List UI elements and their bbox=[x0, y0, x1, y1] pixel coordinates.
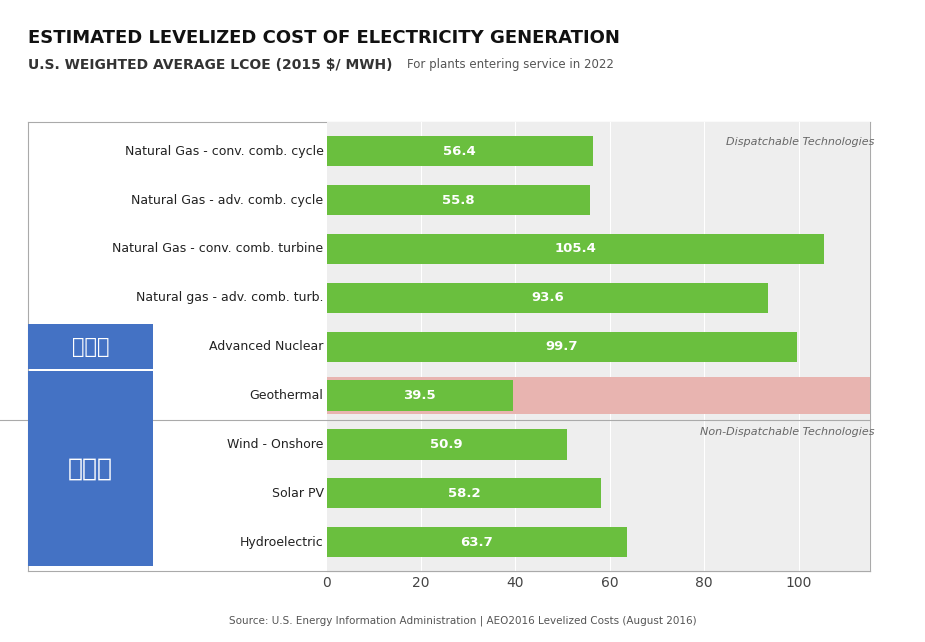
Text: Natural gas - adv. comb. turb.: Natural gas - adv. comb. turb. bbox=[136, 291, 324, 304]
Text: Natural Gas - conv. comb. cycle: Natural Gas - conv. comb. cycle bbox=[125, 145, 324, 158]
Bar bbox=[327, 429, 567, 460]
Bar bbox=[327, 234, 824, 264]
Text: 신재생: 신재생 bbox=[68, 457, 113, 481]
Text: For plants entering service in 2022: For plants entering service in 2022 bbox=[407, 58, 614, 71]
Text: 99.7: 99.7 bbox=[546, 340, 578, 353]
Bar bbox=[327, 478, 601, 508]
Text: 원자력: 원자력 bbox=[72, 336, 109, 357]
Text: Source: U.S. Energy Information Administration | AEO2016 Levelized Costs (August: Source: U.S. Energy Information Administ… bbox=[228, 616, 697, 626]
Bar bbox=[327, 377, 925, 414]
Text: 93.6: 93.6 bbox=[531, 291, 564, 304]
Text: 55.8: 55.8 bbox=[442, 194, 475, 207]
Text: 39.5: 39.5 bbox=[403, 389, 436, 402]
Text: Natural Gas - adv. comb. cycle: Natural Gas - adv. comb. cycle bbox=[131, 194, 324, 207]
Text: Natural Gas - conv. comb. turbine: Natural Gas - conv. comb. turbine bbox=[113, 243, 324, 256]
Text: ESTIMATED LEVELIZED COST OF ELECTRICITY GENERATION: ESTIMATED LEVELIZED COST OF ELECTRICITY … bbox=[28, 29, 620, 47]
Text: Hydroelectric: Hydroelectric bbox=[240, 535, 324, 548]
Bar bbox=[28, 324, 154, 369]
Text: 58.2: 58.2 bbox=[448, 487, 480, 499]
Text: U.S. WEIGHTED AVERAGE LCOE (2015 $/ MWH): U.S. WEIGHTED AVERAGE LCOE (2015 $/ MWH) bbox=[28, 58, 392, 72]
Text: Geothermal: Geothermal bbox=[250, 389, 324, 402]
Text: 105.4: 105.4 bbox=[554, 243, 597, 256]
Text: Wind - Onshore: Wind - Onshore bbox=[228, 438, 324, 451]
Bar bbox=[28, 371, 154, 566]
Bar bbox=[327, 282, 769, 313]
Text: Advanced Nuclear: Advanced Nuclear bbox=[209, 340, 324, 353]
Text: Non-Dispatchable Technologies: Non-Dispatchable Technologies bbox=[699, 428, 874, 437]
Text: Dispatchable Technologies: Dispatchable Technologies bbox=[726, 137, 874, 146]
Bar bbox=[327, 185, 590, 215]
Text: 56.4: 56.4 bbox=[443, 145, 476, 158]
Bar bbox=[327, 380, 513, 411]
Text: 50.9: 50.9 bbox=[430, 438, 463, 451]
Text: Solar PV: Solar PV bbox=[272, 487, 324, 499]
Text: 63.7: 63.7 bbox=[461, 535, 493, 548]
Bar bbox=[327, 136, 593, 166]
Bar bbox=[327, 527, 627, 557]
Bar bbox=[327, 331, 797, 362]
